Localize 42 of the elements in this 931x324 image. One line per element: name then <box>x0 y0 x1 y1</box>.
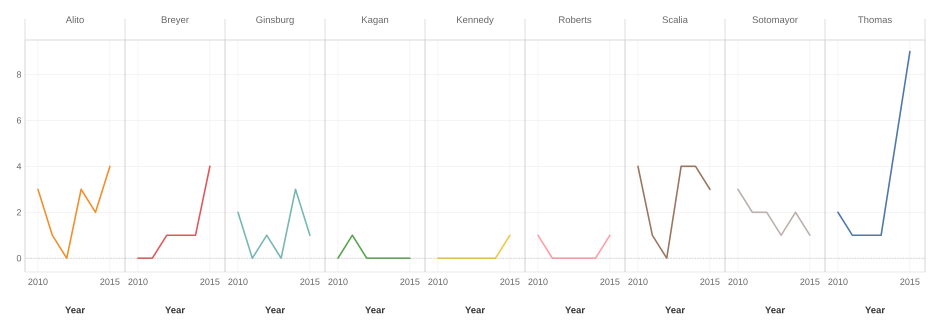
x-axis-title: Year <box>665 306 685 314</box>
x-tick-label: 2010 <box>828 278 848 285</box>
x-tick-label: 2015 <box>100 278 120 285</box>
x-tick-label: 2010 <box>228 278 248 285</box>
x-axis-title: Year <box>565 306 585 314</box>
x-tick-label: 2015 <box>800 278 820 285</box>
chart-title: Kennedy <box>457 16 494 25</box>
chart-title: Sotomayor <box>752 16 798 25</box>
x-axis-title: Year <box>165 306 185 314</box>
y-tick-label: 0 <box>16 255 22 262</box>
chart-title: Alito <box>66 16 84 24</box>
x-tick-label: 2015 <box>700 278 720 285</box>
x-tick-label: 2010 <box>28 278 48 285</box>
chart-title: Scalia <box>662 16 688 24</box>
chart-title: Thomas <box>858 16 892 24</box>
x-tick-label: 2010 <box>128 278 148 285</box>
chart-title: Breyer <box>162 16 189 25</box>
x-tick-label: 2010 <box>428 278 448 285</box>
x-tick-label: 2015 <box>600 278 620 285</box>
chart-title: Roberts <box>559 16 592 24</box>
x-tick-label: 2010 <box>528 278 548 285</box>
x-tick-label: 2010 <box>328 278 348 285</box>
x-axis-title: Year <box>465 306 485 314</box>
chart-title: Kagan <box>362 16 388 25</box>
line-series <box>37 166 111 260</box>
x-axis-title: Year <box>365 306 385 314</box>
x-axis-title: Year <box>265 306 285 314</box>
x-tick-label: 2015 <box>900 278 920 285</box>
x-tick-label: 2015 <box>200 278 220 285</box>
y-tick-label: 4 <box>16 163 22 170</box>
y-tick-label: 6 <box>16 117 22 124</box>
x-axis-title: Year <box>865 306 885 314</box>
x-axis-title: Year <box>65 306 85 314</box>
x-tick-label: 2010 <box>628 278 648 285</box>
x-tick-label: 2015 <box>500 278 520 285</box>
x-axis-title: Year <box>765 306 785 314</box>
x-tick-label: 2015 <box>300 278 320 285</box>
chart-title: Ginsburg <box>256 16 294 25</box>
x-tick-label: 2010 <box>728 278 748 285</box>
y-tick-label: 8 <box>16 71 22 78</box>
y-tick-label: 2 <box>16 209 22 216</box>
x-tick-label: 2015 <box>400 278 420 285</box>
